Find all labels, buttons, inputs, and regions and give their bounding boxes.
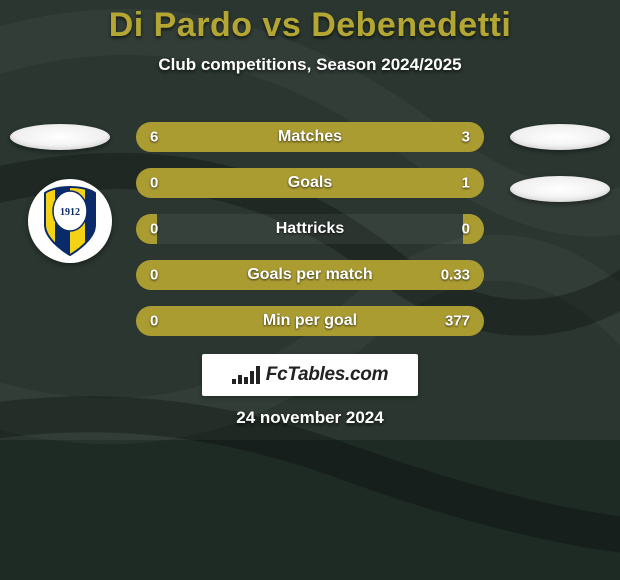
stat-value-right: 0 (462, 221, 470, 238)
stats-panel: 6 3 Matches 0 1 Goals 0 0 Hattricks 0 0.33 Goals pe… (136, 122, 484, 352)
club-crest: 1912 (28, 179, 112, 263)
bar-chart-icon (232, 366, 260, 384)
stat-value-left: 0 (150, 313, 158, 330)
stat-value-right: 3 (462, 129, 470, 146)
stat-value-right: 377 (445, 313, 470, 330)
stat-value-right: 0.33 (441, 267, 470, 284)
brand-badge: FcTables.com (202, 354, 418, 396)
stat-label: Matches (278, 128, 342, 146)
side-ellipse (510, 176, 610, 202)
stat-label: Goals (288, 174, 332, 192)
page-subtitle: Club competitions, Season 2024/2025 (0, 55, 620, 75)
stat-value-left: 0 (150, 267, 158, 284)
stat-value-left: 0 (150, 175, 158, 192)
crest-year: 1912 (60, 207, 80, 218)
stat-row: 0 377 Min per goal (136, 306, 484, 336)
page-title: Di Pardo vs Debenedetti (0, 0, 620, 45)
stat-row: 0 1 Goals (136, 168, 484, 198)
stat-label: Hattricks (276, 220, 344, 238)
stat-label: Min per goal (263, 312, 357, 330)
side-ellipse (10, 124, 110, 150)
stat-value-right: 1 (462, 175, 470, 192)
side-ellipse (510, 124, 610, 150)
stat-row: 6 3 Matches (136, 122, 484, 152)
stat-value-left: 0 (150, 221, 158, 238)
stat-row: 0 0 Hattricks (136, 214, 484, 244)
stat-value-left: 6 (150, 129, 158, 146)
brand-text: FcTables.com (266, 364, 388, 386)
stat-row: 0 0.33 Goals per match (136, 260, 484, 290)
footer-date: 24 november 2024 (0, 408, 620, 428)
stat-label: Goals per match (247, 266, 372, 284)
